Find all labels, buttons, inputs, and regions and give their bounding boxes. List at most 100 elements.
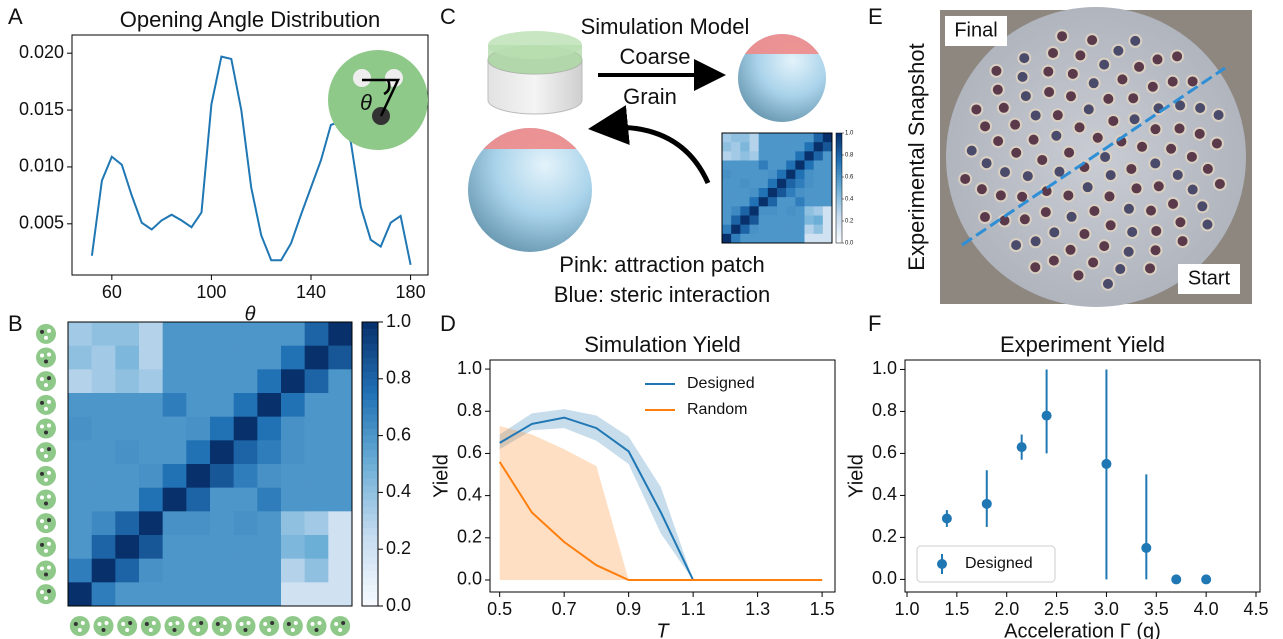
patch-icon [330, 616, 351, 636]
patch-dot [239, 622, 244, 626]
inset-icon [328, 50, 428, 150]
heatmap-cell [740, 233, 750, 244]
particle [989, 63, 1004, 78]
colorbar-step [836, 193, 842, 197]
patch-dot [192, 622, 197, 626]
patch-dot [77, 628, 82, 632]
heatmap-cell [281, 345, 305, 370]
panel-label: C [440, 4, 456, 29]
heatmap-cell [115, 487, 140, 512]
heatmap-cell [186, 393, 211, 417]
particle [1193, 101, 1208, 116]
heatmap-cell [749, 197, 759, 207]
colorbar-step [362, 407, 378, 415]
heatmap-cell [139, 416, 163, 441]
line [90, 55, 412, 266]
heatmap-cell [749, 206, 759, 216]
heatmap-cell [328, 487, 353, 512]
heatmap-cell [304, 322, 329, 346]
heatmap-cell [186, 464, 211, 488]
patch-dot [47, 352, 51, 357]
colorbar-tick-label: 0.0 [845, 241, 854, 247]
particle [1052, 164, 1067, 179]
patch-icon [36, 560, 56, 581]
patch-dot [121, 622, 126, 626]
heatmap-cell [304, 369, 329, 394]
colorbar-step [362, 520, 378, 529]
heatmap-cell [822, 224, 833, 235]
particle [1185, 74, 1200, 89]
particle [1018, 89, 1033, 104]
heatmap-cell [233, 511, 258, 536]
photo-label: Start [1188, 267, 1231, 289]
panel-label: D [440, 311, 456, 336]
y-tick-label: 0.2 [872, 526, 897, 546]
heatmap-cell [186, 416, 211, 441]
colorbar-step [836, 196, 842, 200]
particle [1111, 43, 1126, 58]
y-tick-label: 0.8 [872, 400, 897, 420]
particle [1129, 181, 1144, 196]
patch-dot [40, 471, 44, 476]
particle [978, 119, 993, 134]
particle [1042, 85, 1057, 100]
y-tick-label: 0.4 [872, 484, 897, 504]
patch-dot [47, 494, 51, 499]
colorbar-step [836, 174, 842, 178]
colorbar-step [836, 138, 842, 142]
patch-dot [40, 377, 44, 382]
heatmap-cell [767, 188, 778, 198]
particle [1173, 215, 1188, 230]
colorbar-step [836, 155, 842, 159]
heatmap-cell [233, 464, 258, 488]
particle [1164, 141, 1179, 156]
heatmap-cell [304, 558, 329, 583]
heatmap-cell [786, 160, 796, 170]
patch-dot [175, 621, 180, 625]
patch-dot [44, 406, 48, 411]
colorbar-step [362, 385, 378, 394]
heatmap-cell [257, 322, 282, 346]
heatmap-cell [328, 369, 353, 394]
heatmap-cell [740, 224, 750, 235]
particle [1212, 176, 1227, 191]
x-tick-label: 140 [296, 282, 326, 302]
particle [1087, 203, 1102, 218]
colorbar-step [836, 171, 842, 175]
heatmap-cell [328, 322, 353, 346]
heatmap-cell [139, 345, 163, 370]
heatmap-cell [777, 133, 787, 143]
heatmap-cell [68, 582, 92, 607]
plot-frame [71, 34, 429, 276]
particle [1046, 45, 1061, 60]
y-axis-label: Yield [845, 454, 867, 498]
heatmap-cell [731, 224, 741, 235]
y-tick-label: 1.0 [457, 358, 482, 378]
heatmap-cell [91, 582, 116, 607]
heatmap-cell [777, 188, 787, 198]
particle [1103, 168, 1118, 183]
heatmap-cell [758, 233, 769, 244]
heatmap-cell [749, 178, 759, 189]
particle [1020, 169, 1035, 184]
patch-dot [314, 628, 319, 632]
heatmap-cell [281, 464, 305, 488]
x-tick-label: 2.0 [994, 599, 1019, 619]
heatmap-cell [233, 393, 258, 417]
patch-dot [47, 470, 51, 475]
colorbar-step [362, 485, 378, 493]
patch-dot [44, 525, 48, 530]
x-axis-label: Acceleration Γ (g) [1004, 620, 1161, 639]
particle [1073, 48, 1088, 63]
colorbar-tick-label: 0.2 [845, 219, 854, 225]
heatmap-cell [91, 393, 116, 417]
patch-dot [222, 621, 227, 625]
heatmap-cell [281, 322, 305, 346]
heatmap-cell [210, 558, 234, 583]
patch-dot [44, 383, 48, 388]
particle [1086, 255, 1101, 270]
particle [958, 171, 973, 186]
heatmap-cell [115, 369, 140, 394]
heatmap-cell [777, 160, 787, 170]
heatmap-cell [804, 151, 814, 161]
